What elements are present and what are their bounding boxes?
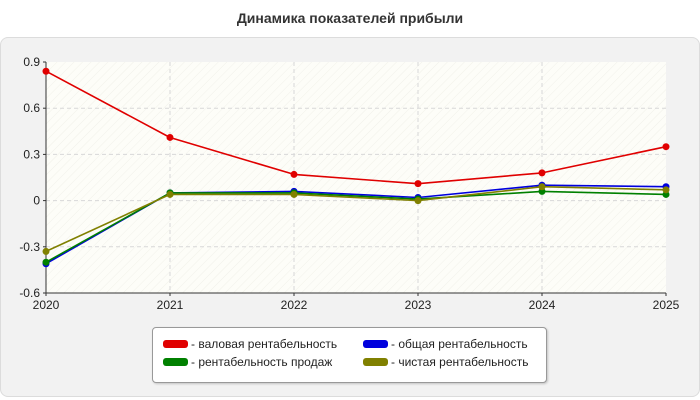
data-point bbox=[414, 180, 422, 188]
x-tick-label: 2020 bbox=[33, 298, 60, 312]
data-point bbox=[538, 183, 546, 191]
legend-label: - общая рентабельность bbox=[391, 337, 528, 351]
data-point bbox=[42, 247, 50, 255]
data-point bbox=[290, 170, 298, 178]
y-tick-label: -0.3 bbox=[19, 240, 40, 254]
legend-label: - чистая рентабельность bbox=[391, 355, 529, 369]
legend-swatch bbox=[363, 358, 388, 366]
series-line-3 bbox=[45, 185, 667, 253]
legend-swatch bbox=[363, 340, 388, 348]
data-point bbox=[166, 133, 174, 141]
y-tick-label: 0.9 bbox=[23, 55, 40, 69]
y-tick-label: 0.6 bbox=[23, 101, 40, 115]
legend-label: - рентабельность продаж bbox=[191, 355, 333, 369]
y-tick-label: -0.6 bbox=[19, 286, 40, 300]
data-point bbox=[414, 197, 422, 205]
plot-area bbox=[46, 62, 666, 293]
x-tick-label: 2025 bbox=[653, 298, 680, 312]
data-point bbox=[662, 143, 670, 151]
legend-item-total: - общая рентабельность bbox=[363, 337, 528, 351]
legend: - валовая рентабельность - общая рентабе… bbox=[152, 327, 547, 383]
data-point bbox=[42, 258, 50, 266]
data-point bbox=[538, 169, 546, 177]
legend-item-gross: - валовая рентабельность bbox=[163, 337, 337, 351]
x-tick-label: 2024 bbox=[529, 298, 556, 312]
data-point bbox=[290, 190, 298, 198]
x-tick-label: 2021 bbox=[157, 298, 184, 312]
x-tick-label: 2022 bbox=[281, 298, 308, 312]
y-tick-label: 0.3 bbox=[23, 147, 40, 161]
legend-item-net: - чистая рентабельность bbox=[363, 355, 528, 369]
y-tick-label: 0 bbox=[33, 194, 40, 208]
data-point bbox=[166, 190, 174, 198]
legend-label: - валовая рентабельность bbox=[191, 337, 338, 351]
series-line-0 bbox=[45, 70, 667, 185]
chart-title: Динамика показателей прибыли bbox=[236, 10, 464, 26]
legend-swatch bbox=[163, 340, 188, 348]
legend-item-sales: - рентабельность продаж bbox=[163, 355, 332, 369]
data-point bbox=[42, 67, 50, 75]
x-tick-label: 2023 bbox=[405, 298, 432, 312]
legend-swatch bbox=[163, 358, 188, 366]
data-point bbox=[662, 186, 670, 194]
